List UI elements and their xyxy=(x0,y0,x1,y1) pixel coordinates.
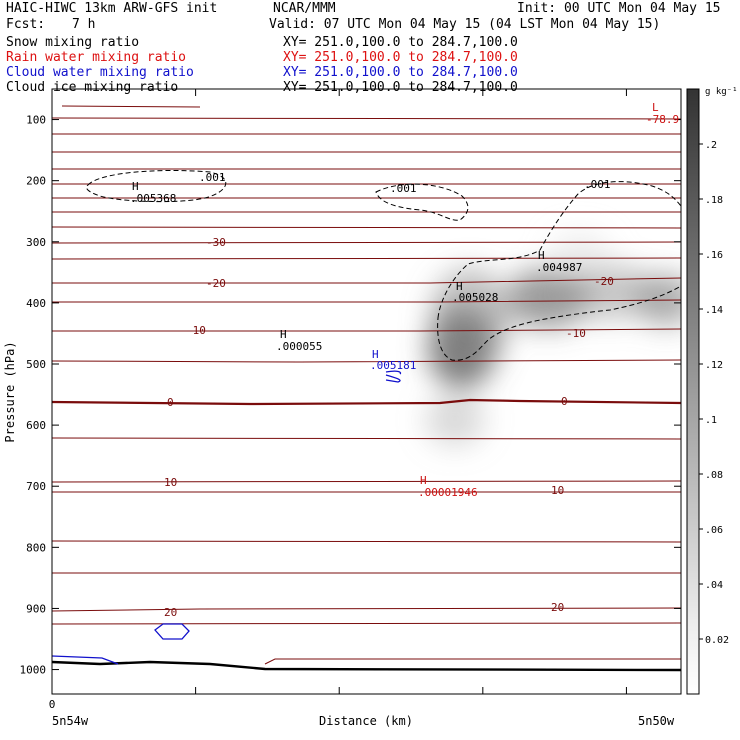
extremum-marker: H xyxy=(420,474,427,487)
field-name-snow: Snow mixing ratio xyxy=(6,35,140,50)
extremum-marker: H xyxy=(280,328,287,341)
snow-dashed-contours xyxy=(86,170,681,361)
temp-label-minus10-right: -10 xyxy=(566,327,586,340)
extremum-marker: H xyxy=(538,249,545,262)
colorbar-tick-label: .1 xyxy=(705,415,717,426)
field-xy-snow: XY= 251.0,100.0 to 284.7,100.0 xyxy=(283,35,518,50)
field-name-cloud-water: Cloud water mixing ratio xyxy=(6,65,194,80)
x-left-endpoint-label: 5n54w xyxy=(52,714,89,728)
snow-shading xyxy=(425,232,681,446)
plot-axes xyxy=(51,88,682,695)
colorbar-tick-label: .2 xyxy=(705,140,717,151)
temp-label-minus20-right: -20 xyxy=(594,275,614,288)
temp-label-minus30-left: -30 xyxy=(206,236,226,249)
extremum-value: -78.9 xyxy=(646,113,679,126)
temp-label-20-left: 20 xyxy=(164,606,177,619)
x-right-endpoint-label: 5n50w xyxy=(638,714,675,728)
extremum-marker: L xyxy=(652,101,659,114)
colorbar-tick-label: .18 xyxy=(705,195,723,206)
field-xy-rain: XY= 251.0,100.0 to 284.7,100.0 xyxy=(283,50,518,65)
colorbar-unit: g kg⁻¹ xyxy=(705,87,738,97)
plot-title: HAIC-HIWC 13km ARW-GFS init xyxy=(6,1,218,16)
snow-contour-label-middle: .001 xyxy=(390,182,417,195)
temp-label-0-right: 0 xyxy=(561,395,568,408)
temperature-labels: -30 -20 -10 0 10 20 -20 -10 0 10 20 xyxy=(164,236,614,619)
y-tick-label: 800 xyxy=(26,541,46,554)
field-name-cloud-ice: Cloud ice mixing ratio xyxy=(6,80,179,95)
colorbar: 0.02 .04 .06 .08 .1 .12 .14 .16 .18 .2 xyxy=(686,88,729,695)
y-tick-label: 100 xyxy=(26,114,46,127)
y-tick-label: 1000 xyxy=(20,664,47,677)
extremum-value: .004987 xyxy=(536,261,582,274)
extremum-value: .00001946 xyxy=(418,486,478,499)
extremum-value: .005368 xyxy=(130,192,176,205)
colorbar-tick-label: .04 xyxy=(705,580,723,591)
extremum-labels: L-78.9H.005368H.000055H.005181H.005028H.… xyxy=(130,101,679,499)
temp-label-10-left: 10 xyxy=(164,476,177,489)
colorbar-tick-label: .14 xyxy=(705,305,723,316)
temp-label-10-right: 10 xyxy=(551,484,564,497)
y-tick-label: 200 xyxy=(26,175,46,188)
field-xy-cloud-water: XY= 251.0,100.0 to 284.7,100.0 xyxy=(283,65,518,80)
terrain-line xyxy=(52,660,681,672)
y-tick-label: 600 xyxy=(26,419,46,432)
organization-label: NCAR/MMM xyxy=(273,1,336,16)
y-tick-label: 300 xyxy=(26,236,46,249)
temp-label-20-right: 20 xyxy=(551,601,564,614)
snow-contour-labels: .001 .001 .001 xyxy=(199,171,611,195)
y-tick-label: 500 xyxy=(26,358,46,371)
extremum-value: .005181 xyxy=(370,359,416,372)
field-name-rain: Rain water mixing ratio xyxy=(6,50,187,65)
forecast-label: Fcst: xyxy=(6,17,46,32)
extremum-value: .005028 xyxy=(452,291,498,304)
cloud-water-contours xyxy=(51,370,402,665)
forecast-hours: 7 h xyxy=(72,17,96,32)
x-zero-tick-label: 0 xyxy=(49,698,56,711)
colorbar-tick-label: .16 xyxy=(705,250,723,261)
y-tick-label: 400 xyxy=(26,297,46,310)
colorbar-tick-label: 0.02 xyxy=(705,635,729,646)
temp-label-minus20-left: -20 xyxy=(206,277,226,290)
colorbar-tick-label: .12 xyxy=(705,360,723,371)
y-tick-label: 700 xyxy=(26,480,46,493)
extremum-marker: H xyxy=(372,348,379,361)
y-tick-label: 900 xyxy=(26,602,46,615)
extremum-marker: H xyxy=(456,280,463,293)
temperature-contours xyxy=(52,105,681,665)
snow-contour-label-right: .001 xyxy=(584,178,611,191)
extremum-value: .000055 xyxy=(276,340,322,353)
init-time: Init: 00 UTC Mon 04 May 15 xyxy=(517,1,721,16)
extremum-marker: H xyxy=(132,180,139,193)
colorbar-tick-label: .08 xyxy=(705,470,723,481)
y-axis-label: Pressure (hPa) xyxy=(3,341,17,442)
snow-contour-label-left: .001 xyxy=(199,171,226,184)
temp-label-minus10-left: -10 xyxy=(186,324,206,337)
valid-time: Valid: 07 UTC Mon 04 May 15 (04 LST Mon … xyxy=(269,17,661,32)
x-axis-label: Distance (km) xyxy=(319,714,413,728)
colorbar-tick-label: .06 xyxy=(705,525,723,536)
temp-label-0-left: 0 xyxy=(167,396,174,409)
field-xy-cloud-ice: XY= 251.0,100.0 to 284.7,100.0 xyxy=(283,80,518,95)
